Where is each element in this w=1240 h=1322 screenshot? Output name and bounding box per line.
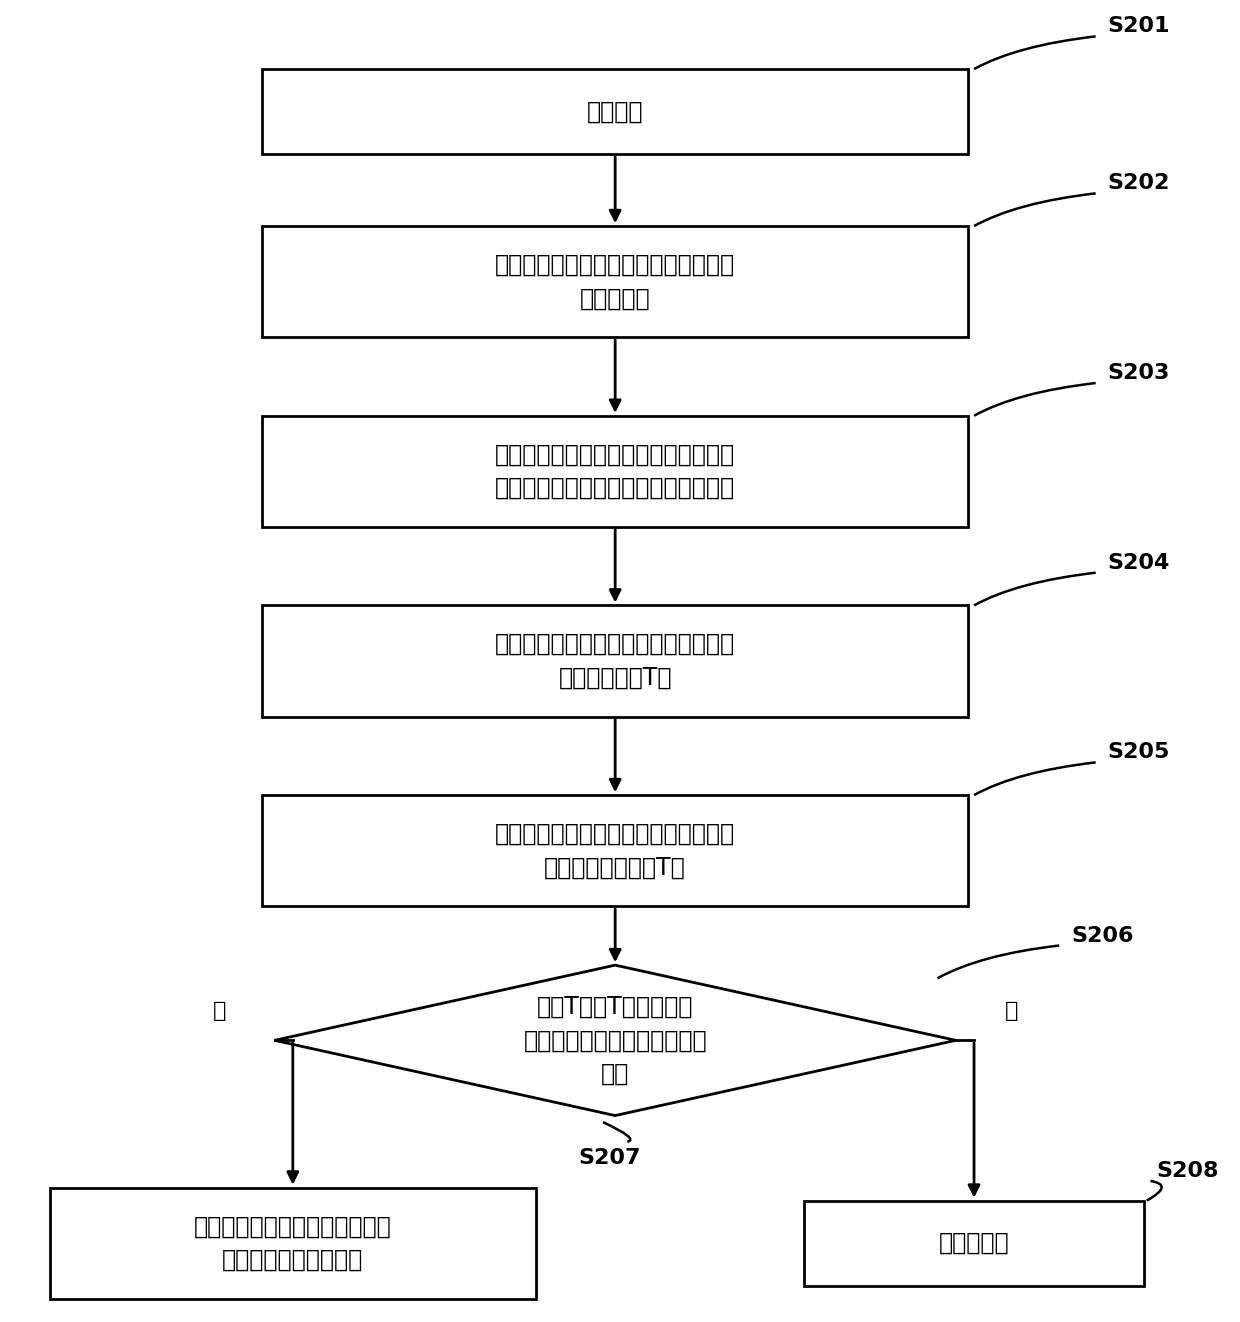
- Text: 否: 否: [1004, 1001, 1018, 1021]
- Text: 通过管路感温包获取功率元器件的散热
管路的管路温度：T管: 通过管路感温包获取功率元器件的散热 管路的管路温度：T管: [495, 822, 735, 879]
- Text: 通过热敏电阻检测功率元器件的温度达
到保护阈值: 通过热敏电阻检测功率元器件的温度达 到保护阈值: [495, 253, 735, 311]
- Text: S204: S204: [1107, 553, 1171, 572]
- Bar: [263, 69, 968, 155]
- Text: S201: S201: [1107, 16, 1171, 37]
- Text: S203: S203: [1107, 364, 1171, 383]
- Bar: [804, 1200, 1145, 1285]
- Text: S207: S207: [579, 1149, 641, 1169]
- Text: S202: S202: [1107, 173, 1171, 193]
- Text: S206: S206: [1071, 925, 1133, 945]
- Polygon shape: [274, 965, 956, 1116]
- Bar: [263, 795, 968, 907]
- Bar: [263, 415, 968, 527]
- Text: 不进行处理: 不进行处理: [939, 1231, 1009, 1255]
- Text: 通过温度传感器和湿度传感器检测功率
元器件所处环境的环境温度和相对湿度: 通过温度传感器和湿度传感器检测功率 元器件所处环境的环境温度和相对湿度: [495, 443, 735, 500]
- Text: S205: S205: [1107, 743, 1171, 763]
- Text: S208: S208: [1157, 1161, 1219, 1181]
- Bar: [263, 605, 968, 717]
- Text: 是: 是: [212, 1001, 226, 1021]
- Text: 通过主板程序确定功率元器件所处环境
的露点温度：T露: 通过主板程序确定功率元器件所处环境 的露点温度：T露: [495, 632, 735, 690]
- Bar: [50, 1187, 536, 1298]
- Text: 对比T露和T管的大小，
判定功率元器件是否存在凝露
现象: 对比T露和T管的大小， 判定功率元器件是否存在凝露 现象: [523, 995, 707, 1085]
- Bar: [263, 226, 968, 337]
- Text: 空调开机: 空调开机: [587, 99, 644, 123]
- Text: 控制变流量截止阀的开度，从而
控制冷却主板的冷媒量: 控制变流量截止阀的开度，从而 控制冷却主板的冷媒量: [193, 1215, 392, 1272]
